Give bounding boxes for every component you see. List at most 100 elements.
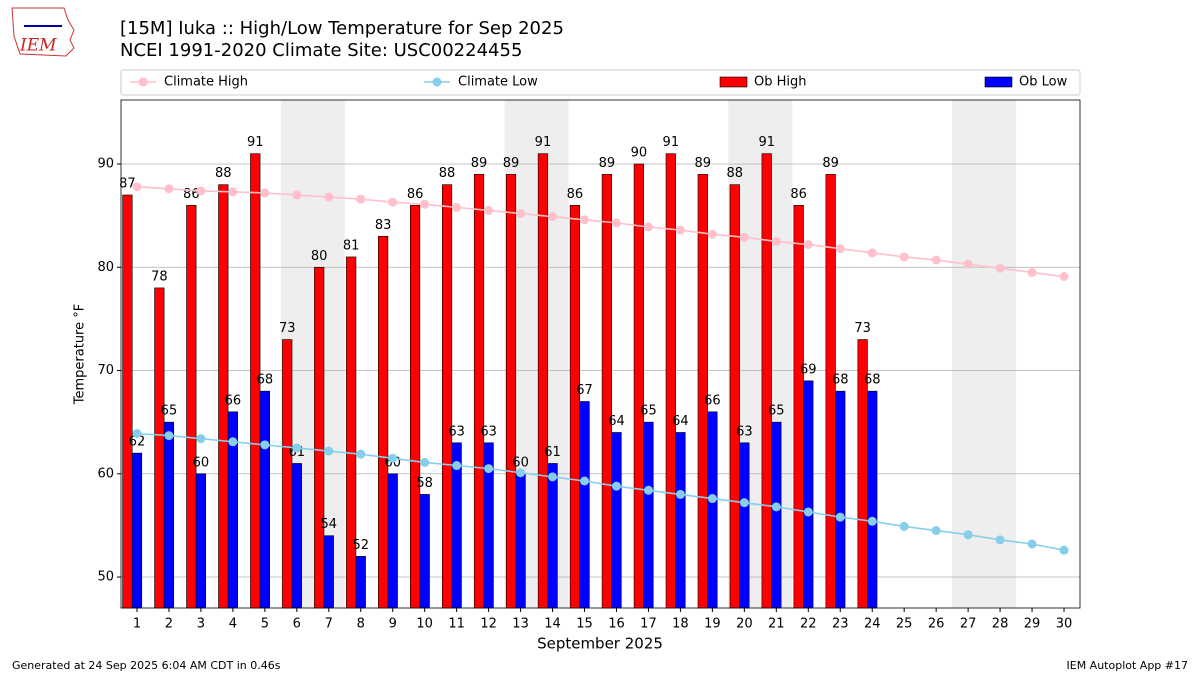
bar xyxy=(601,174,612,609)
data-label: 91 xyxy=(663,135,680,150)
data-label: 80 xyxy=(311,249,328,264)
legend-marker xyxy=(432,77,442,87)
data-label: 63 xyxy=(736,424,753,439)
marker xyxy=(963,259,973,269)
bar xyxy=(505,174,517,609)
weekend-shade xyxy=(984,100,1017,608)
marker xyxy=(931,255,941,265)
bar xyxy=(729,184,740,609)
x-tick-label: 24 xyxy=(864,617,881,632)
marker xyxy=(516,209,526,219)
y-tick-label: 90 xyxy=(97,157,114,172)
bar xyxy=(346,256,357,609)
marker xyxy=(835,244,845,254)
marker xyxy=(228,437,238,447)
bar xyxy=(473,174,485,609)
data-label: 86 xyxy=(790,187,807,202)
x-tick-label: 20 xyxy=(736,617,753,632)
y-tick-label: 60 xyxy=(97,466,114,481)
plot-frame xyxy=(120,99,1081,609)
marker xyxy=(228,187,238,197)
legend-box xyxy=(120,69,1081,96)
x-tick-label: 28 xyxy=(992,617,1009,632)
bar xyxy=(355,556,366,609)
chart-subtitle: NCEI 1991-2020 Climate Site: USC00224455 xyxy=(120,40,522,61)
data-label: 63 xyxy=(480,424,497,439)
data-label: 60 xyxy=(512,455,529,470)
data-label: 91 xyxy=(247,135,264,150)
x-tick-label: 22 xyxy=(800,617,817,632)
bar xyxy=(569,205,581,609)
data-label: 88 xyxy=(726,166,743,181)
data-label: 64 xyxy=(672,414,689,429)
bar xyxy=(761,153,772,609)
bar xyxy=(259,390,270,609)
x-axis-label: September 2025 xyxy=(537,635,663,653)
marker xyxy=(580,476,590,486)
marker xyxy=(452,202,462,212)
x-tick-label: 18 xyxy=(672,617,689,632)
marker xyxy=(1059,545,1069,555)
logo-text: IEM xyxy=(19,36,57,56)
line xyxy=(136,432,1065,551)
y-tick-label: 50 xyxy=(97,570,114,585)
marker xyxy=(548,212,558,222)
footer-left: Generated at 24 Sep 2025 6:04 AM CDT in … xyxy=(12,659,281,672)
data-label: 81 xyxy=(343,238,360,253)
legend-marker xyxy=(138,77,148,87)
legend-swatch xyxy=(984,76,1013,88)
logo-outline xyxy=(11,7,75,57)
bar xyxy=(633,163,644,609)
x-tick-label: 14 xyxy=(544,617,561,632)
marker xyxy=(675,225,685,235)
data-label: 91 xyxy=(535,135,552,150)
marker xyxy=(643,485,653,495)
marker xyxy=(899,521,909,531)
x-tick-label: 4 xyxy=(229,617,237,632)
marker xyxy=(420,199,430,209)
bar xyxy=(835,390,846,609)
marker xyxy=(260,440,270,450)
bar xyxy=(739,442,750,609)
data-label: 68 xyxy=(832,373,849,388)
bar xyxy=(419,494,430,609)
data-label: 68 xyxy=(864,373,881,388)
marker xyxy=(324,446,334,456)
y-axis-label: Temperature °F xyxy=(73,304,88,405)
bar xyxy=(675,432,686,609)
marker xyxy=(196,434,206,444)
data-label: 90 xyxy=(631,146,648,161)
x-tick-label: 5 xyxy=(261,617,269,632)
marker xyxy=(707,494,717,504)
data-label: 65 xyxy=(161,404,178,419)
marker xyxy=(867,516,877,526)
marker xyxy=(388,197,398,207)
marker xyxy=(707,229,717,239)
marker xyxy=(643,222,653,232)
x-tick-label: 12 xyxy=(480,617,497,632)
marker xyxy=(1027,267,1037,277)
legend-label: Climate Low xyxy=(458,75,538,90)
chart-title: [15M] Iuka :: High/Low Temperature for S… xyxy=(120,18,564,39)
marker xyxy=(1027,539,1037,549)
data-label: 86 xyxy=(567,187,584,202)
marker xyxy=(1059,272,1069,282)
x-tick-label: 23 xyxy=(832,617,849,632)
data-label: 64 xyxy=(608,414,625,429)
y-tick-label: 80 xyxy=(97,260,114,275)
data-label: 65 xyxy=(768,404,785,419)
bar xyxy=(282,339,293,609)
marker xyxy=(164,184,174,194)
marker xyxy=(580,215,590,225)
y-tick-label: 70 xyxy=(97,363,114,378)
data-label: 86 xyxy=(407,187,424,202)
marker xyxy=(739,498,749,508)
bar xyxy=(441,184,453,609)
x-tick-label: 29 xyxy=(1024,617,1041,632)
data-label: 78 xyxy=(151,269,168,284)
bar xyxy=(163,421,175,609)
x-tick-label: 10 xyxy=(416,617,433,632)
marker xyxy=(260,188,270,198)
